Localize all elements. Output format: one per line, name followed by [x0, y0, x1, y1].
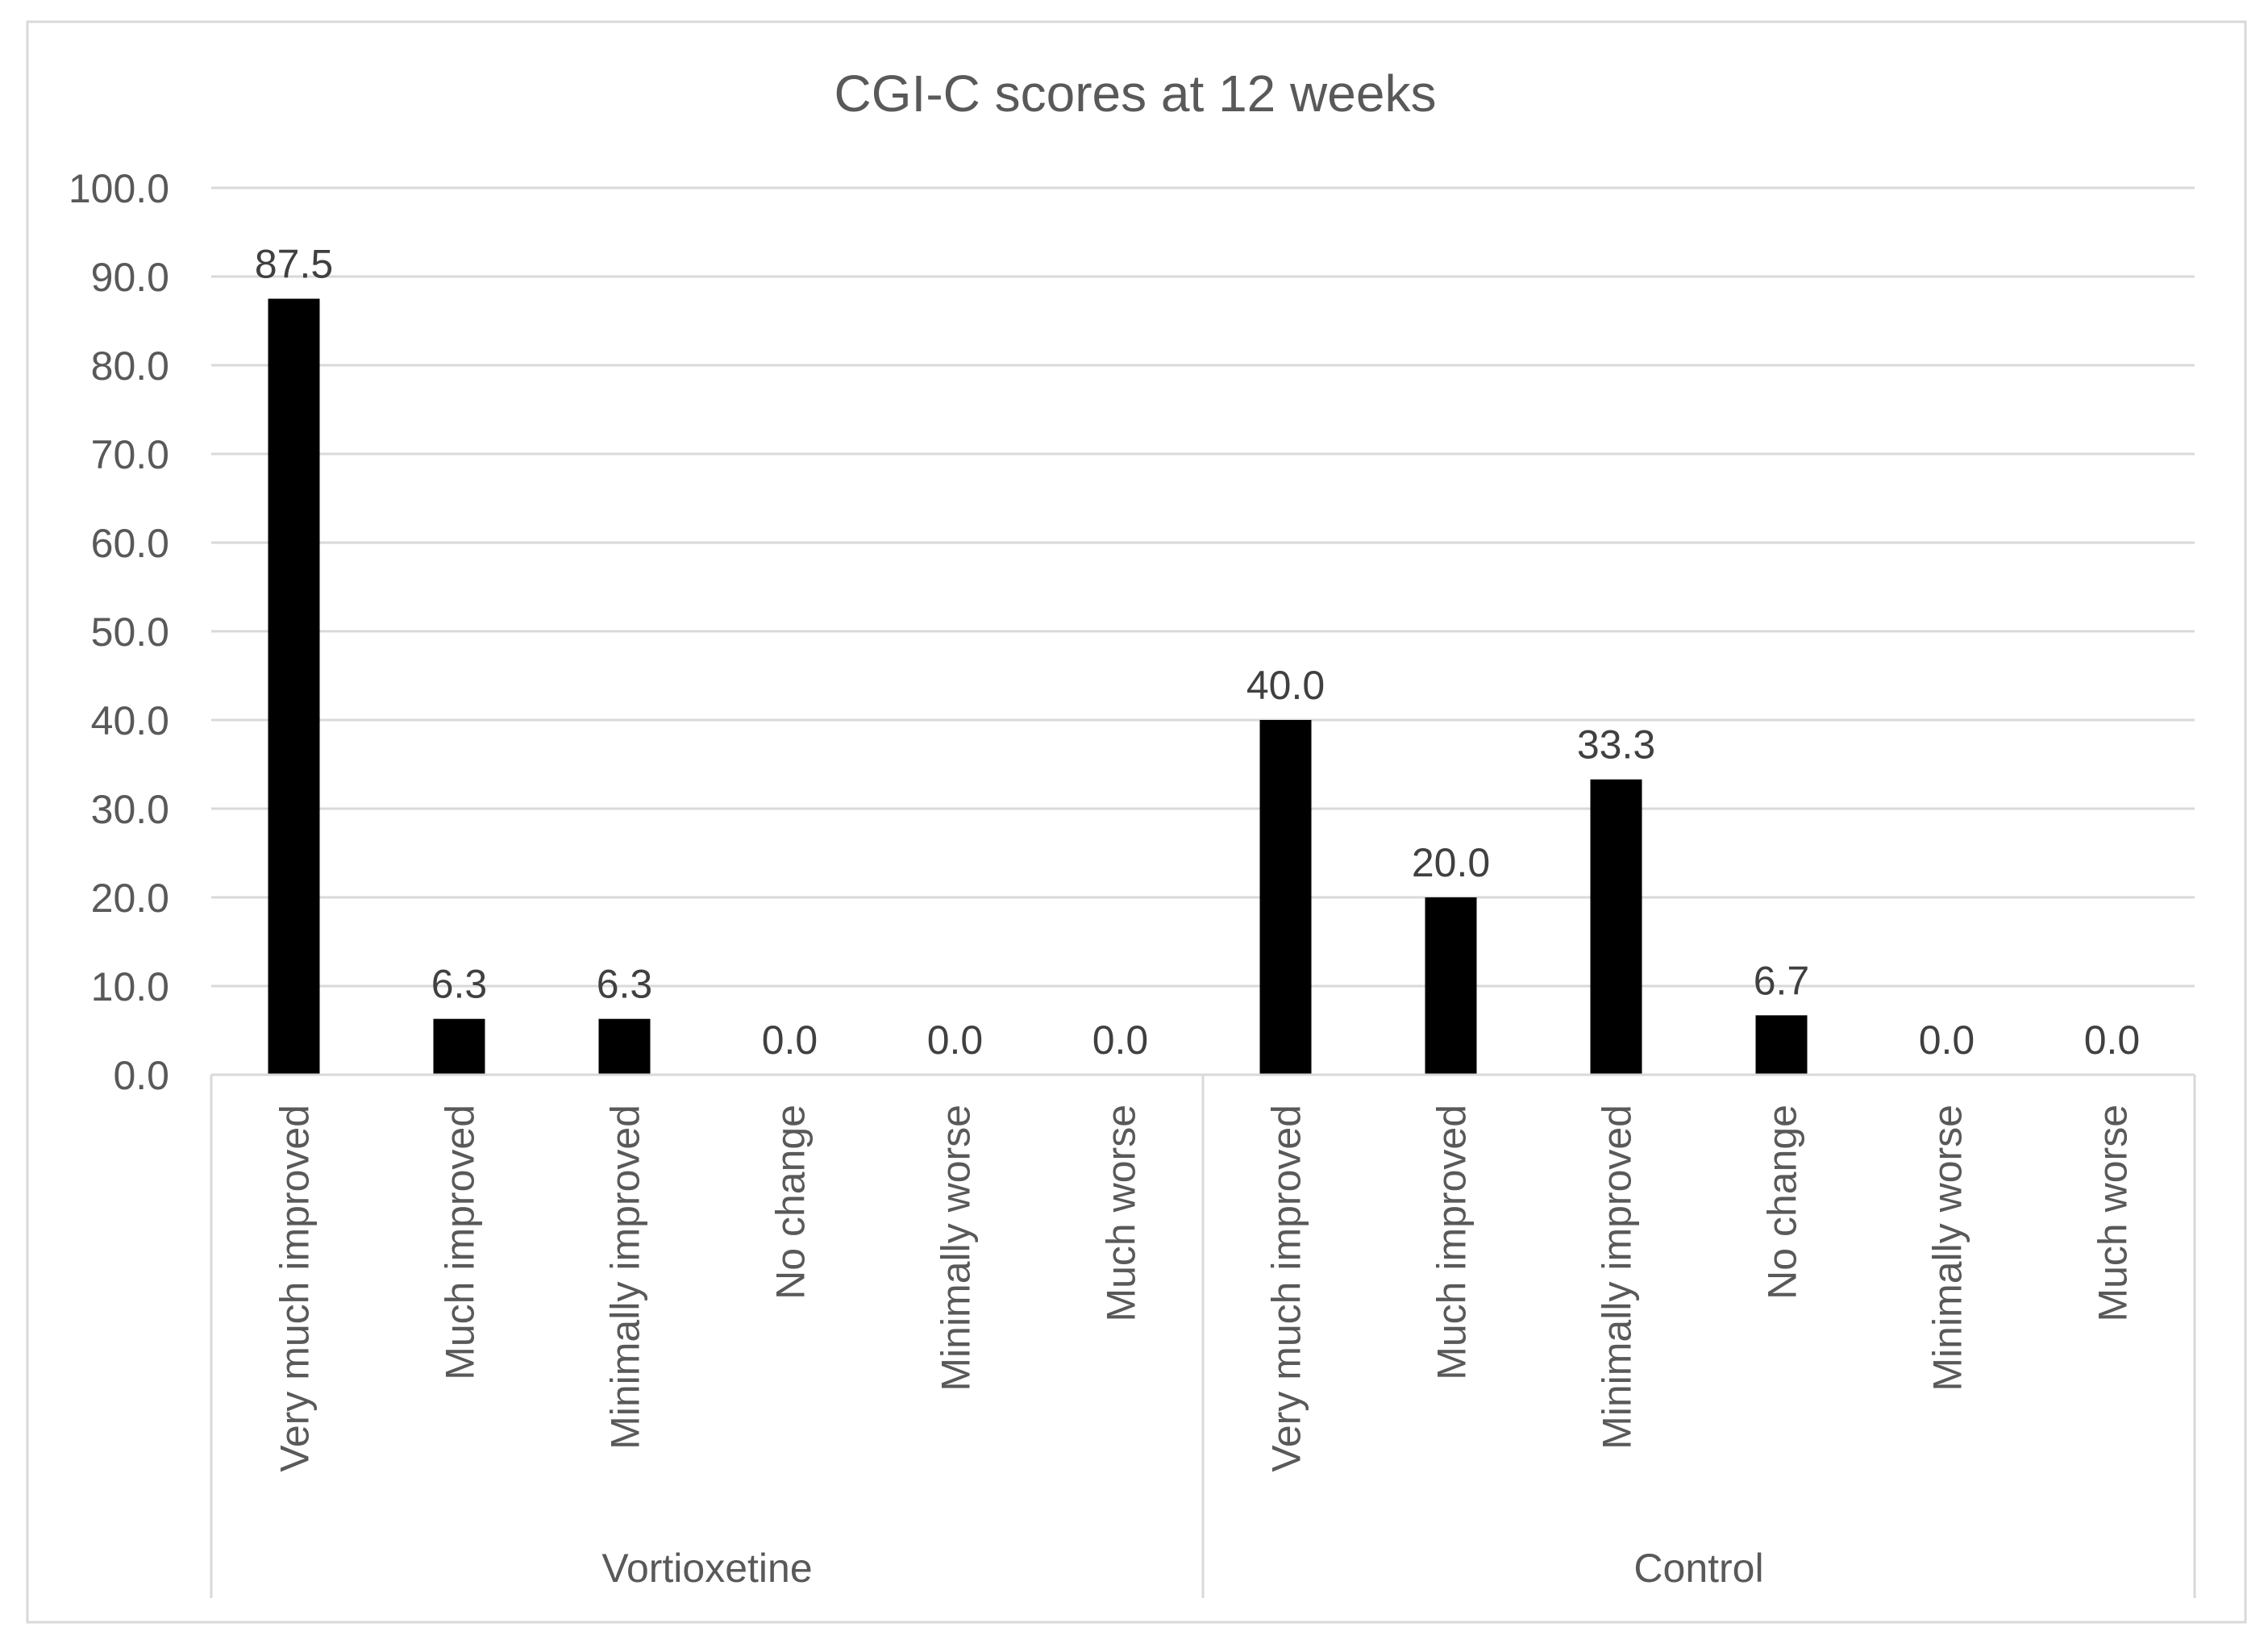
x-category-label: Very much improved: [1264, 1105, 1309, 1472]
data-label: 0.0: [1092, 1018, 1149, 1063]
x-category-label: Very much improved: [273, 1105, 318, 1472]
x-category-label: No change: [768, 1105, 814, 1300]
y-tick-label: 70.0: [91, 432, 169, 477]
y-tick-label: 20.0: [91, 876, 169, 921]
data-label: 33.3: [1577, 722, 1655, 768]
y-tick-label: 30.0: [91, 787, 169, 832]
y-tick-label: 40.0: [91, 698, 169, 743]
x-category-label: Minimally improved: [1595, 1105, 1640, 1450]
bar: [1259, 720, 1312, 1075]
x-category-label: Minimally worse: [1925, 1105, 1970, 1392]
bars: [268, 298, 1808, 1075]
data-label: 87.5: [255, 242, 333, 287]
bar: [1590, 779, 1642, 1075]
bar: [1755, 1015, 1808, 1075]
data-labels: 87.5 6.3 6.3 0.0 0.0 0.0 40.0 20.0 33.3 6.7 0.0 0.0: [255, 242, 2140, 1063]
y-tick-label: 60.0: [91, 521, 169, 566]
data-label: 0.0: [762, 1018, 818, 1063]
data-label: 20.0: [1412, 840, 1490, 885]
data-label: 0.0: [927, 1018, 984, 1063]
chart-frame: [26, 20, 2247, 1624]
x-axis: [210, 1073, 2196, 1598]
y-tick-label: 80.0: [91, 343, 169, 389]
y-tick-label: 100.0: [69, 166, 169, 211]
gridlines: [211, 186, 2195, 988]
x-category-label: Much improved: [1429, 1105, 1475, 1380]
chart-title: CGI-C scores at 12 weeks: [834, 65, 1437, 123]
data-label: 6.7: [1754, 958, 1810, 1003]
x-axis-group-labels: Vortioxetine Control: [601, 1546, 1763, 1591]
bar: [268, 298, 320, 1075]
bar: [433, 1018, 485, 1075]
y-tick-label: 90.0: [91, 255, 169, 300]
y-tick-label: 10.0: [91, 964, 169, 1009]
y-axis-tick-labels: 0.0 10.0 20.0 30.0 40.0 50.0 60.0 70.0 80.0 90.0 1…: [69, 166, 169, 1098]
x-category-label: Much worse: [1099, 1105, 1144, 1322]
bar: [598, 1018, 651, 1075]
x-category-label: No change: [1760, 1105, 1805, 1300]
data-label: 6.3: [431, 962, 488, 1007]
x-category-label: Much improved: [438, 1105, 483, 1380]
data-label: 6.3: [597, 962, 653, 1007]
data-label: 0.0: [1919, 1018, 1975, 1063]
bar: [1425, 897, 1477, 1075]
data-label: 40.0: [1246, 663, 1325, 708]
data-label: 0.0: [2084, 1018, 2141, 1063]
y-tick-label: 0.0: [113, 1053, 169, 1098]
x-category-label: Much worse: [2091, 1105, 2136, 1322]
x-axis-category-labels: Very much improved Much improved Minimally…: [273, 1105, 2136, 1472]
x-category-label: Minimally improved: [603, 1105, 648, 1450]
x-category-label: Minimally worse: [934, 1105, 979, 1392]
y-tick-label: 50.0: [91, 610, 169, 655]
x-group-label: Vortioxetine: [601, 1546, 812, 1591]
x-group-label: Control: [1633, 1546, 1763, 1591]
